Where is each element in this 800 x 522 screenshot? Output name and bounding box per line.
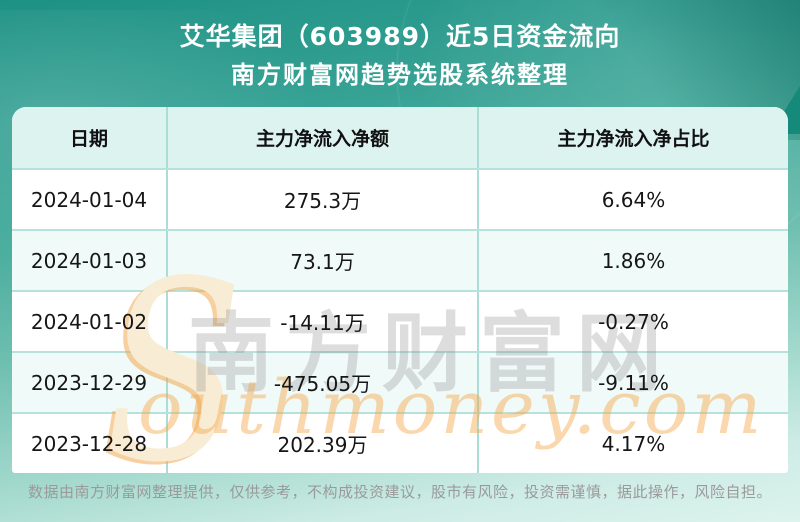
table-row: 2024-01-04 275.3万 6.64%	[12, 168, 788, 229]
cell-net-inflow-pct: 4.17%	[476, 414, 788, 473]
cell-net-inflow: 202.39万	[166, 414, 477, 473]
cell-date: 2023-12-29	[30, 370, 148, 395]
disclaimer-text: 数据由南方财富网整理提供，仅供参考，不构成投资建议，股市有风险，投资需谨慎，据此…	[27, 483, 772, 501]
table-header-row: 日期 主力净流入净额 主力净流入净占比	[12, 107, 788, 168]
cell-date: 2024-01-03	[30, 248, 148, 273]
column-header-date: 日期	[70, 128, 109, 150]
cell-date: 2024-01-02	[30, 309, 148, 334]
cell-net-inflow-pct: 1.86%	[476, 231, 788, 290]
column-header-net-inflow-pct: 主力净流入净占比	[476, 107, 788, 168]
cell-net-inflow-pct: -9.11%	[476, 353, 788, 412]
table-row: 2023-12-29 -475.05万 -9.11%	[12, 351, 788, 412]
table-row: 2024-01-02 -14.11万 -0.27%	[12, 290, 788, 351]
cell-date: 2024-01-04	[30, 187, 148, 212]
cell-date: 2023-12-28	[30, 431, 148, 456]
cell-net-inflow: 73.1万	[166, 231, 477, 290]
title-block: 艾华集团（603989）近5日资金流向 南方财富网趋势选股系统整理	[0, 22, 800, 90]
table-row: 2024-01-03 73.1万 1.86%	[12, 229, 788, 290]
column-header-net-inflow: 主力净流入净额	[166, 107, 477, 168]
fund-flow-table: S 南方财富网 outhmoney.com 日期 主力净流入净额 主力净流入净占…	[12, 107, 788, 473]
cell-net-inflow: -475.05万	[166, 353, 477, 412]
cell-net-inflow-pct: 6.64%	[476, 170, 788, 229]
page-title: 艾华集团（603989）近5日资金流向	[179, 22, 621, 51]
cell-net-inflow-pct: -0.27%	[476, 292, 788, 351]
page-subtitle: 南方财富网趋势选股系统整理	[231, 61, 569, 89]
cell-net-inflow: 275.3万	[166, 170, 477, 229]
cell-net-inflow: -14.11万	[166, 292, 477, 351]
table-row: 2023-12-28 202.39万 4.17%	[12, 412, 788, 473]
